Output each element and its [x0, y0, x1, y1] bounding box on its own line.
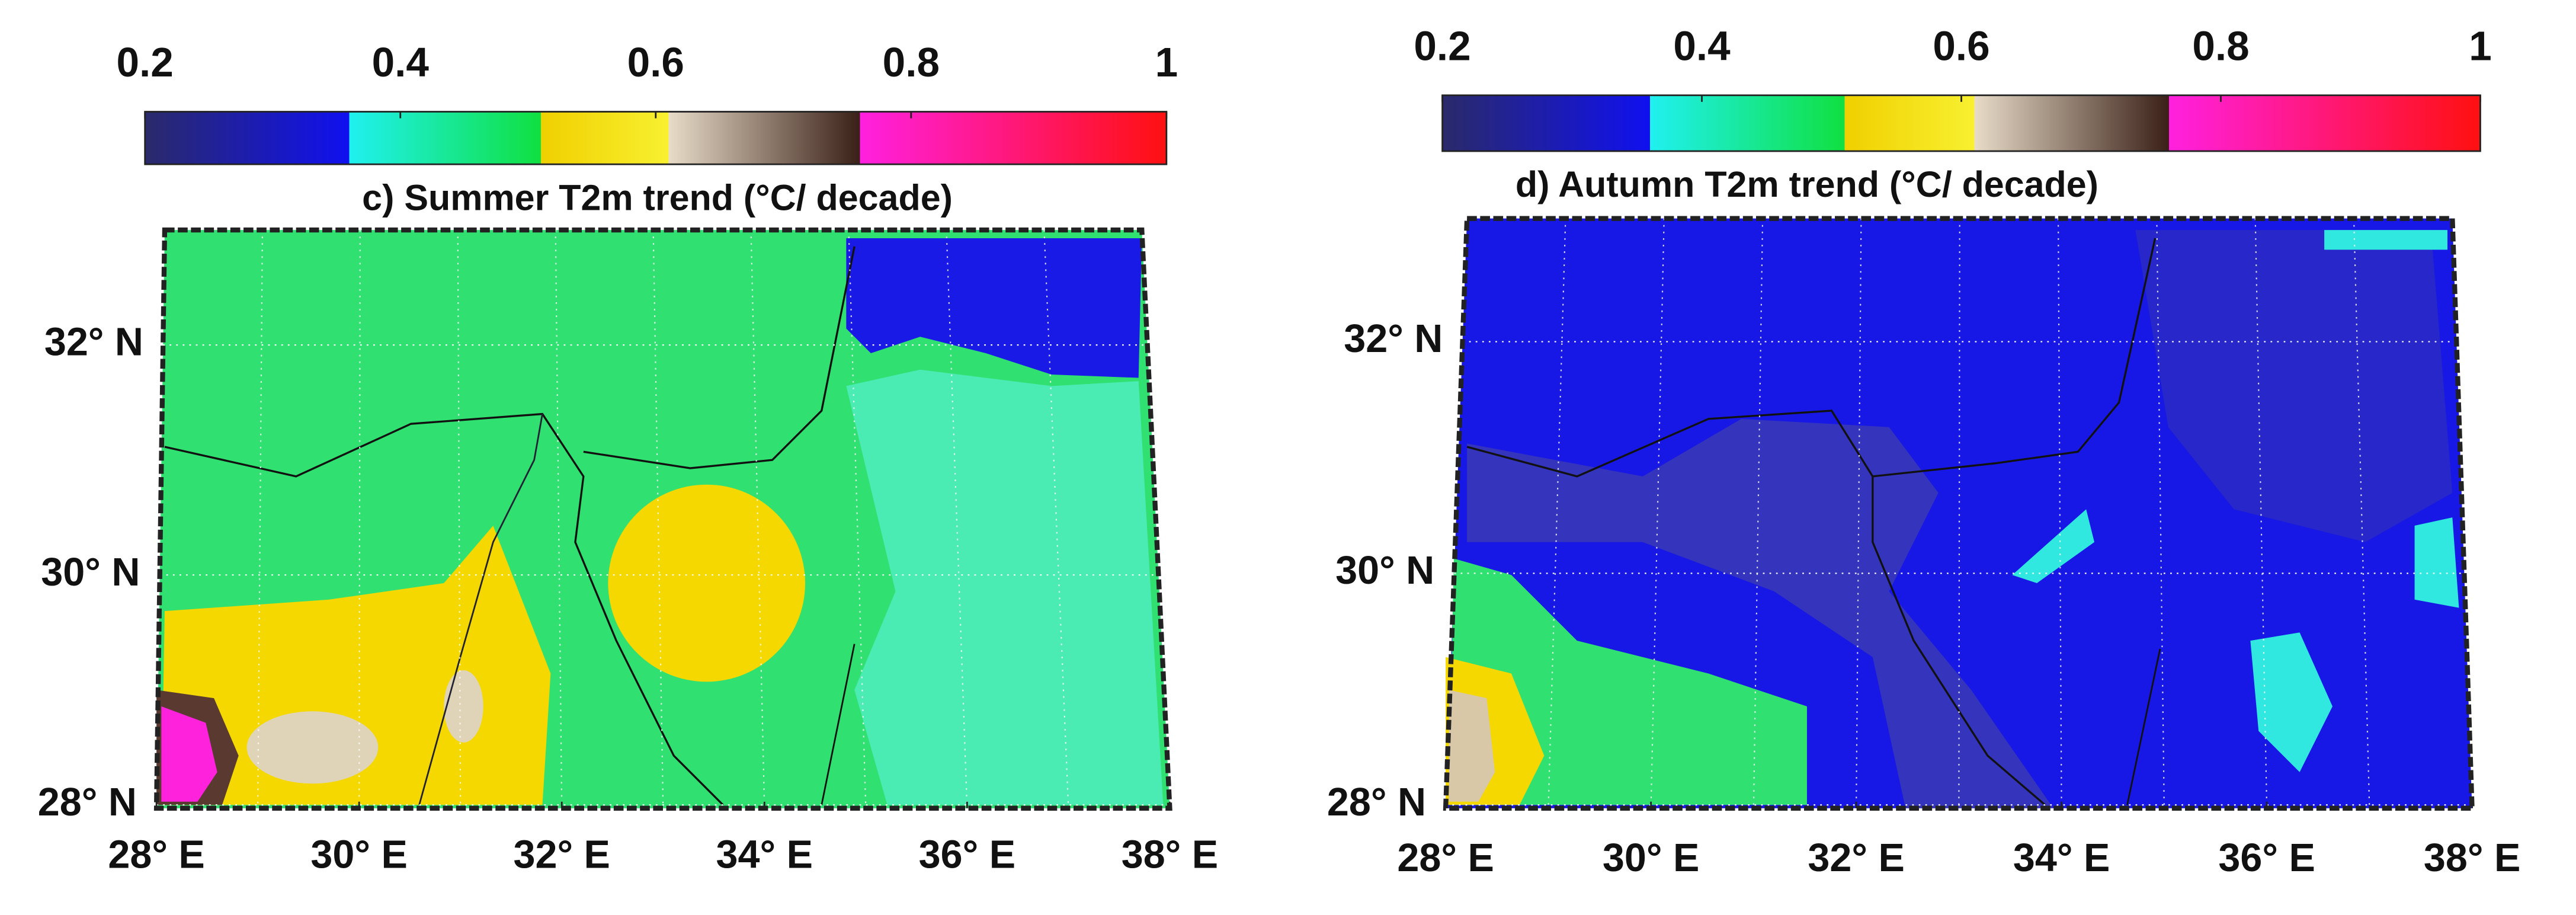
- colorbar-tick-label: 0.8: [883, 39, 940, 85]
- lon-tick-label: 32° E: [1808, 836, 1904, 880]
- lon-tick-label: 38° E: [1122, 833, 1218, 877]
- colorbar-tick-label: 0.6: [627, 39, 684, 85]
- colorbar-tick-label: 1: [1155, 39, 1178, 85]
- colorbar: [144, 111, 1168, 165]
- colorbar-tick-label: 0.4: [372, 39, 430, 85]
- lon-tick-label: 30° E: [310, 833, 407, 877]
- lon-tick-label: 28° E: [1397, 836, 1494, 880]
- colorbar-tick-label: 0.6: [1933, 23, 1989, 69]
- grid-line: [750, 230, 765, 808]
- map-frame: [153, 227, 1172, 811]
- grid-line: [946, 230, 968, 808]
- lon-tick-label: 32° E: [514, 833, 610, 877]
- grid-line: [257, 230, 263, 808]
- lat-tick-label: 32° N: [44, 321, 143, 364]
- lat-tick-label: 28° N: [1327, 780, 1426, 824]
- grid-line: [358, 230, 361, 808]
- lon-tick-label: 30° E: [1603, 836, 1699, 880]
- colorbar-tick-label: 0.4: [1673, 23, 1731, 69]
- lat-tick-label: 30° N: [41, 551, 140, 594]
- colorbar-tick-label: 0.2: [117, 39, 174, 85]
- map-field: [1446, 218, 2472, 808]
- colorbar: [1441, 94, 2481, 152]
- grid-line: [848, 230, 867, 808]
- lon-tick-label: 38° E: [2424, 836, 2520, 880]
- map-field: [156, 230, 1170, 808]
- lon-tick-label: 34° E: [716, 833, 813, 877]
- lon-tick-label: 36° E: [919, 833, 1015, 877]
- grid-line: [652, 230, 664, 808]
- lat-tick-label: 30° N: [1335, 549, 1434, 593]
- colorbar-tick-label: 0.8: [2192, 23, 2249, 69]
- panel-title: c) Summer T2m trend (°C/ decade): [362, 177, 953, 217]
- colorbar-tick-label: 0.2: [1414, 23, 1470, 69]
- lon-tick-label: 28° E: [108, 833, 204, 877]
- lon-tick-label: 36° E: [2218, 836, 2315, 880]
- grid-line: [555, 230, 563, 808]
- grid-line: [1043, 230, 1069, 808]
- lat-tick-label: 28° N: [38, 780, 137, 824]
- grid-line: [457, 230, 462, 808]
- colorbar-tick-label: 1: [2469, 23, 2492, 69]
- lat-tick-label: 32° N: [1344, 317, 1443, 361]
- lon-tick-label: 34° E: [2013, 836, 2110, 880]
- panel-title: d) Autumn T2m trend (°C/ decade): [1516, 164, 2098, 204]
- map-frame: [1443, 216, 2475, 811]
